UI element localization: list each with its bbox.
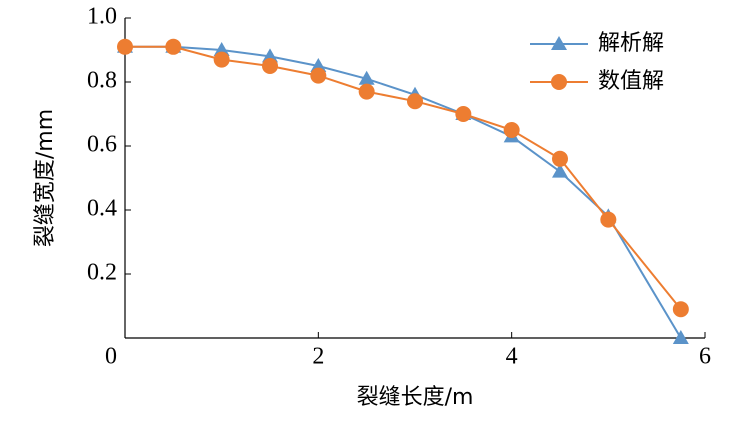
data-point <box>552 163 568 178</box>
data-point <box>262 58 278 74</box>
data-point <box>407 93 423 110</box>
y-tick-label: 0.8 <box>87 68 117 94</box>
y-tick-label: 0.2 <box>87 260 117 286</box>
data-point <box>117 38 133 55</box>
legend-marker <box>551 74 567 90</box>
y-axis-label: 裂缝宽度/mm <box>33 109 58 247</box>
data-point <box>262 48 278 63</box>
data-point <box>213 42 230 56</box>
data-point <box>213 51 230 68</box>
data-point <box>310 67 327 84</box>
series-line <box>125 45 682 310</box>
data-point <box>358 83 375 100</box>
y-tick-label: 1.0 <box>87 4 117 30</box>
legend-label: 解析解 <box>598 31 664 56</box>
series-line <box>125 45 682 339</box>
x-axis-label: 裂缝长度/m <box>357 385 474 410</box>
x-tick-label: 6 <box>699 344 711 370</box>
x-tick-label: 0 <box>105 344 117 370</box>
legend-marker <box>551 36 567 50</box>
legend-label: 数值解 <box>598 69 664 94</box>
data-point <box>672 330 689 344</box>
data-point <box>165 38 182 55</box>
y-tick-label: 0.6 <box>87 132 117 158</box>
data-point <box>358 70 375 85</box>
data-point <box>600 211 617 228</box>
data-point <box>672 301 689 318</box>
y-tick-label: 0.4 <box>87 196 117 222</box>
data-point <box>455 106 472 122</box>
data-point <box>503 122 520 138</box>
data-point <box>310 58 327 72</box>
x-tick-label: 2 <box>312 344 324 370</box>
x-tick-label: 4 <box>506 344 518 370</box>
data-point <box>552 150 568 167</box>
